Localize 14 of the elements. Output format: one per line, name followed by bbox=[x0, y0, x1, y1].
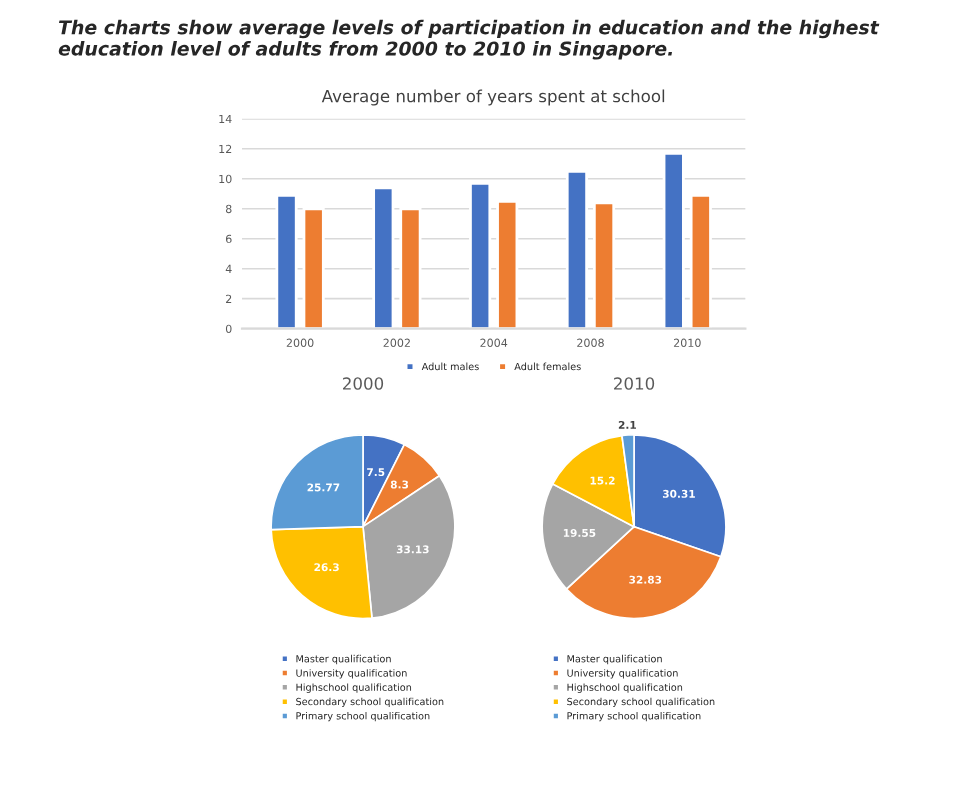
bar bbox=[275, 193, 298, 329]
bar bbox=[372, 186, 395, 329]
bar bbox=[302, 207, 325, 329]
bar bbox=[592, 201, 616, 329]
bar bbox=[565, 169, 588, 329]
chart-title: 2000 bbox=[343, 377, 384, 390]
bar bbox=[689, 193, 712, 329]
bar bbox=[662, 151, 685, 329]
chart-title: 2010 bbox=[614, 377, 655, 390]
bar bbox=[469, 181, 492, 329]
bar bbox=[496, 199, 519, 329]
bar bbox=[399, 207, 422, 329]
text: The charts show average levels of participation in education and the highest education level of adults from 2000 to 2010 in Singapore. bbox=[58, 19, 880, 60]
chart-title: Average number of years spent at school bbox=[321, 89, 665, 106]
